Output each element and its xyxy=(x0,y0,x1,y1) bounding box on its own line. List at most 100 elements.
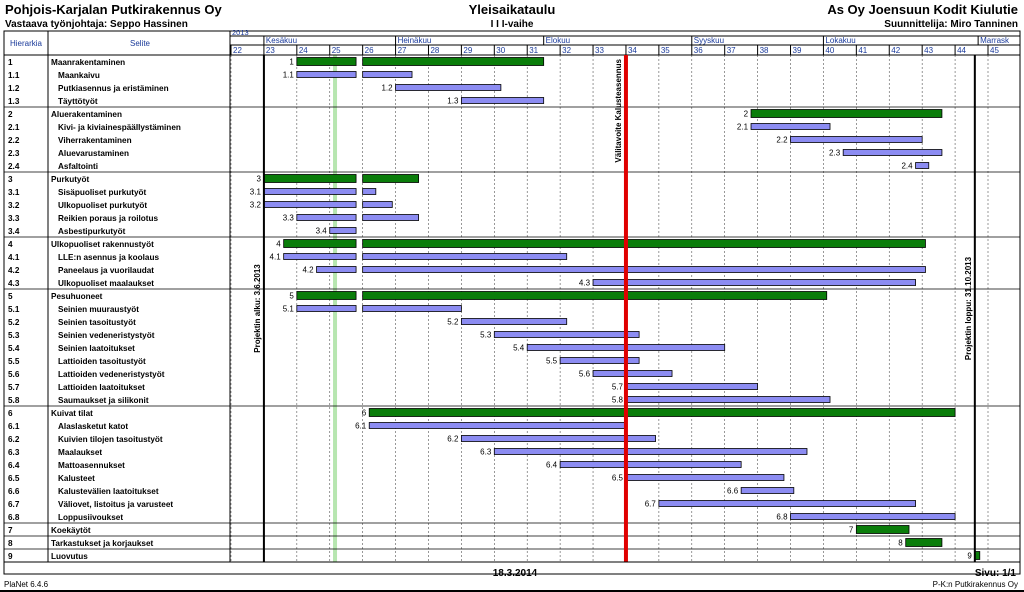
row-hierarchy-id: 6 xyxy=(8,409,13,418)
task-bar xyxy=(296,305,357,312)
row-hierarchy-id: 5.3 xyxy=(8,331,20,340)
week-number: 41 xyxy=(858,46,867,55)
year-label: 2013 xyxy=(232,28,249,37)
week-number: 38 xyxy=(760,46,769,55)
week-number: 36 xyxy=(694,46,703,55)
week-number: 29 xyxy=(463,46,472,55)
bar-id-label: 9 xyxy=(967,552,972,561)
row-description: Aluerakentaminen xyxy=(51,110,122,119)
summary-bar xyxy=(283,239,357,248)
bar-id-label: 3.3 xyxy=(283,214,295,223)
project-end-label: Projektin loppu: 31.10.2013 xyxy=(964,256,973,360)
task-bar xyxy=(592,279,916,286)
row-hierarchy-id: 3.4 xyxy=(8,227,20,236)
bar-id-label: 2.2 xyxy=(776,136,788,145)
row-hierarchy-id: 2.4 xyxy=(8,162,20,171)
bar-id-label: 5.7 xyxy=(612,383,624,392)
bar-id-label: 1.3 xyxy=(447,97,459,106)
month-label: Heinäkuu xyxy=(398,36,432,45)
week-number: 24 xyxy=(299,46,308,55)
bar-id-label: 4.3 xyxy=(579,279,591,288)
row-description: Aluevarustaminen xyxy=(58,149,129,158)
task-bar xyxy=(362,214,420,221)
row-hierarchy-id: 6.2 xyxy=(8,435,20,444)
week-number: 22 xyxy=(233,46,242,55)
row-description: Täyttötyöt xyxy=(58,97,98,106)
row-description: Seinien muuraustyöt xyxy=(58,305,139,314)
row-description: Lattioiden vedeneristystyöt xyxy=(58,370,165,379)
row-description: Kalustevälien laatoitukset xyxy=(58,487,159,496)
row-description: Paneelaus ja vuorilaudat xyxy=(58,266,154,275)
month-label: Kesäkuu xyxy=(266,36,297,45)
row-hierarchy-id: 1 xyxy=(8,58,13,67)
task-bar xyxy=(559,357,640,364)
task-bar xyxy=(460,435,656,442)
task-bar xyxy=(362,201,393,208)
row-hierarchy-id: 4 xyxy=(8,240,13,249)
row-description: Maankaivu xyxy=(58,71,100,80)
row-description: Lattioiden laatoitukset xyxy=(58,383,145,392)
row-hierarchy-id: 1.2 xyxy=(8,84,20,93)
task-bar xyxy=(915,162,930,169)
row-description: Mattoasennukset xyxy=(58,461,125,470)
week-number: 23 xyxy=(266,46,275,55)
bar-id-label: 4.1 xyxy=(270,253,282,262)
bar-id-label: 5.6 xyxy=(579,370,591,379)
summary-bar xyxy=(855,525,910,534)
week-number: 26 xyxy=(365,46,374,55)
foreman-label: Vastaava työnjohtaja: Seppo Hassinen xyxy=(5,19,188,30)
summary-bar xyxy=(296,57,357,66)
summary-bar xyxy=(905,538,943,547)
row-hierarchy-id: 3.3 xyxy=(8,214,20,223)
description-column-header: Selite xyxy=(130,39,151,48)
bar-id-label: 6.3 xyxy=(480,448,492,457)
bar-id-label: 5.4 xyxy=(513,344,525,353)
bar-id-label: 1.1 xyxy=(283,71,295,80)
row-hierarchy-id: 8 xyxy=(8,539,13,548)
client-name: As Oy Joensuun Kodit Kiulutie xyxy=(827,2,1018,17)
task-bar xyxy=(263,188,357,195)
row-description: Alaslasketut katot xyxy=(58,422,128,431)
task-bar xyxy=(362,188,377,195)
print-date: 18.3.2014 xyxy=(492,568,538,579)
row-description: Saumaukset ja silikonit xyxy=(58,396,149,405)
row-description: Putkiasennus ja eristäminen xyxy=(58,84,169,93)
row-description: Ulkopuoliset rakennustyöt xyxy=(51,240,154,249)
summary-bar xyxy=(296,291,357,300)
hierarchy-column-header: Hierarkia xyxy=(10,39,43,48)
page-number: Sivu: 1/1 xyxy=(974,568,1016,579)
row-description: Viherrakentaminen xyxy=(58,136,132,145)
week-number: 45 xyxy=(990,46,999,55)
bar-id-label: 6.8 xyxy=(776,513,788,522)
bar-id-label: 5.3 xyxy=(480,331,492,340)
row-hierarchy-id: 2.3 xyxy=(8,149,20,158)
task-bar xyxy=(625,396,831,403)
row-description: Seinien vedeneristystyöt xyxy=(58,331,155,340)
row-description: Ulkopuoliset maalaukset xyxy=(58,279,154,288)
bar-id-label: 6.2 xyxy=(447,435,459,444)
bar-id-label: 4.2 xyxy=(302,266,314,275)
summary-bar xyxy=(368,408,956,417)
row-hierarchy-id: 2.2 xyxy=(8,136,20,145)
row-hierarchy-id: 7 xyxy=(8,526,13,535)
row-description: Koekäytöt xyxy=(51,526,91,535)
week-number: 34 xyxy=(628,46,637,55)
summary-bar xyxy=(263,174,357,183)
row-description: Kivi- ja kiviainespäällystäminen xyxy=(58,123,181,132)
row-description: Pesuhuoneet xyxy=(51,292,103,301)
row-description: Loppusiivoukset xyxy=(58,513,123,522)
bar-id-label: 2.1 xyxy=(737,123,749,132)
bar-id-label: 2.3 xyxy=(829,149,841,158)
row-description: Väliovet, listoitus ja varusteet xyxy=(58,500,173,509)
bar-id-label: 1 xyxy=(289,58,294,67)
week-number: 28 xyxy=(430,46,439,55)
row-hierarchy-id: 5.4 xyxy=(8,344,20,353)
row-description: Ulkopuoliset purkutyöt xyxy=(58,201,147,210)
month-label: Syyskuu xyxy=(694,36,724,45)
bar-id-label: 5.8 xyxy=(612,396,624,405)
row-hierarchy-id: 4.2 xyxy=(8,266,20,275)
schedule-title: Yleisaikataulu xyxy=(468,2,556,17)
row-hierarchy-id: 1.3 xyxy=(8,97,20,106)
bar-id-label: 6.6 xyxy=(727,487,739,496)
